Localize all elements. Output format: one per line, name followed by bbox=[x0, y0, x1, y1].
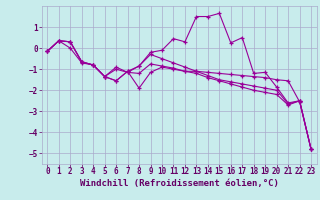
X-axis label: Windchill (Refroidissement éolien,°C): Windchill (Refroidissement éolien,°C) bbox=[80, 179, 279, 188]
